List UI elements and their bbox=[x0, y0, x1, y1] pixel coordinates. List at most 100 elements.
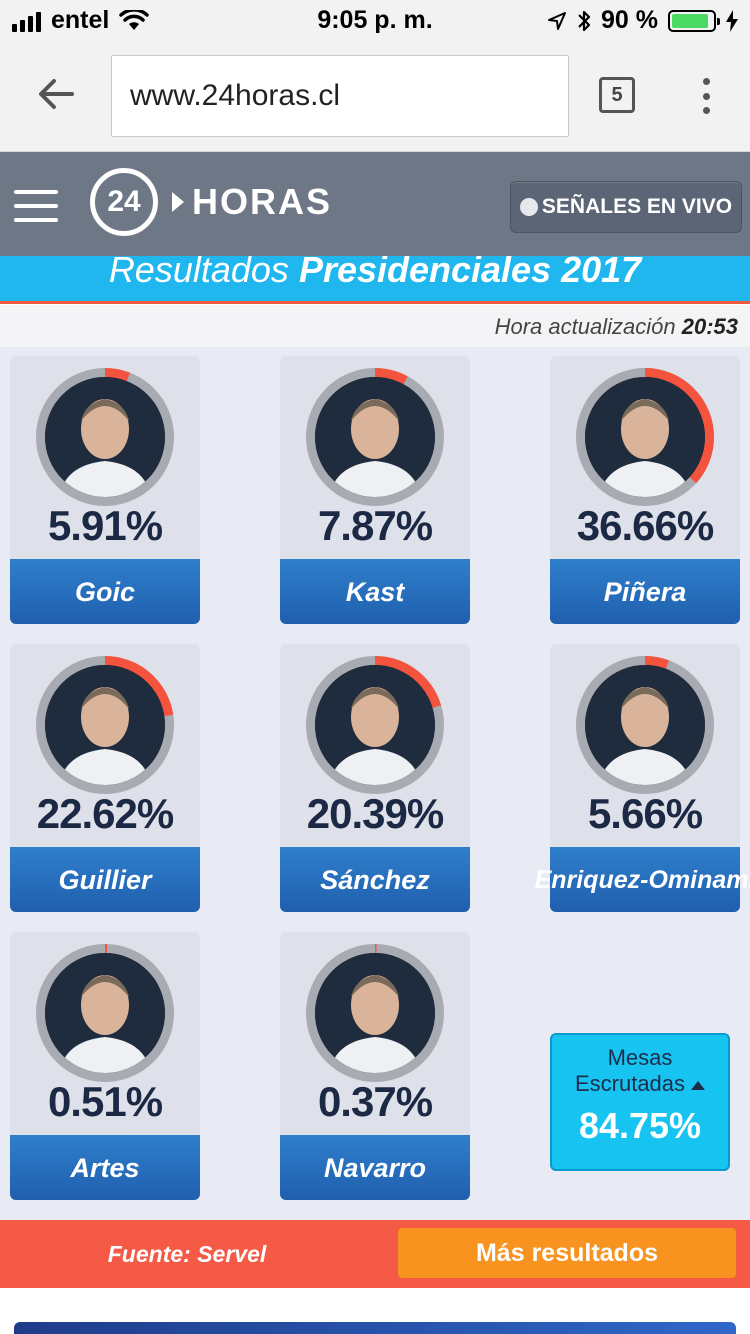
candidate-name: Sánchez bbox=[280, 847, 470, 912]
mesas-label: Mesas Escrutadas bbox=[552, 1045, 728, 1097]
results-grid: 5.91% Goic 7.87% Kast 36.66% Piñera 22.62% Guil… bbox=[0, 347, 750, 1220]
candidate-name: Artes bbox=[10, 1135, 200, 1200]
logo-text: HORAS bbox=[192, 181, 333, 222]
candidate-photo bbox=[45, 665, 165, 785]
battery-icon bbox=[668, 9, 720, 32]
overflow-menu-icon[interactable] bbox=[698, 78, 714, 114]
tab-switcher-button[interactable]: 5 bbox=[599, 77, 635, 113]
candidate-photo bbox=[585, 377, 705, 497]
candidate-card[interactable]: 5.91% Goic bbox=[10, 356, 200, 624]
url-text: www.24horas.cl bbox=[130, 79, 341, 112]
vote-ring-arc bbox=[36, 944, 174, 1082]
status-time: 9:05 p. m. bbox=[317, 6, 433, 34]
carrier-name: entel bbox=[51, 6, 110, 34]
candidate-card-body: 7.87% bbox=[280, 356, 470, 561]
candidate-percent: 5.66% bbox=[587, 790, 703, 837]
candidate-percent: 22.62% bbox=[36, 790, 174, 837]
vote-ring-chart bbox=[576, 656, 714, 794]
candidate-percent: 0.37% bbox=[317, 1078, 433, 1125]
vote-ring-chart bbox=[306, 368, 444, 506]
vote-ring-chart bbox=[36, 656, 174, 794]
candidate-name: Navarro bbox=[280, 1135, 470, 1200]
url-bar[interactable]: www.24horas.cl bbox=[111, 55, 569, 137]
vote-ring-chart bbox=[306, 944, 444, 1082]
candidate-card-body: 20.39% bbox=[280, 644, 470, 849]
banner-title-bold: Presidenciales 2017 bbox=[298, 256, 642, 290]
candidate-card[interactable]: 20.39% Sánchez bbox=[280, 644, 470, 912]
hamburger-menu-icon[interactable] bbox=[14, 190, 58, 222]
logo-number: 24 bbox=[90, 168, 158, 236]
vote-ring-chart bbox=[576, 368, 714, 506]
source-label: Fuente: Servel bbox=[107, 1241, 267, 1267]
candidate-card[interactable]: 5.66% Enriquez- Ominami bbox=[535, 644, 750, 912]
mesas-label-line2: Escrutadas bbox=[574, 1071, 686, 1096]
candidate-card-body: 0.37% bbox=[280, 932, 470, 1137]
candidate-percent: 7.87% bbox=[317, 502, 433, 549]
vote-ring-arc bbox=[306, 368, 444, 506]
candidate-name: Goic bbox=[10, 559, 200, 624]
results-banner: Resultados Presidenciales 2017 bbox=[0, 256, 750, 304]
vote-ring-chart bbox=[306, 656, 444, 794]
caret-up-icon bbox=[691, 1080, 706, 1090]
location-arrow-icon bbox=[548, 11, 567, 30]
candidate-card[interactable]: 0.37% Navarro bbox=[280, 932, 470, 1200]
back-arrow-icon[interactable] bbox=[34, 72, 78, 116]
banner-title: Resultados Presidenciales 2017 bbox=[0, 256, 750, 291]
vote-ring-arc bbox=[306, 656, 444, 794]
vote-ring-chart bbox=[36, 368, 174, 506]
signal-icon bbox=[12, 10, 41, 32]
bluetooth-icon bbox=[578, 10, 591, 31]
candidate-photo bbox=[585, 665, 705, 785]
candidate-photo bbox=[315, 665, 435, 785]
vote-ring-arc bbox=[576, 656, 714, 794]
candidate-photo bbox=[315, 953, 435, 1073]
logo-arrow-icon bbox=[172, 192, 184, 212]
status-bar: entel 9:05 p. m. 90 % bbox=[0, 0, 750, 42]
candidate-percent: 20.39% bbox=[306, 790, 444, 837]
mesas-label-line1: Mesas bbox=[607, 1045, 673, 1070]
candidate-photo bbox=[315, 377, 435, 497]
candidate-card-body: 5.66% bbox=[550, 644, 740, 849]
battery-percent: 90 % bbox=[601, 6, 658, 34]
mesas-value: 84.75% bbox=[578, 1105, 702, 1146]
candidate-name: Guillier bbox=[10, 847, 200, 912]
candidate-photo bbox=[45, 377, 165, 497]
update-label: Hora actualización bbox=[494, 314, 676, 339]
candidate-card-body: 0.51% bbox=[10, 932, 200, 1137]
candidate-name: Kast bbox=[280, 559, 470, 624]
vote-ring-arc bbox=[36, 656, 174, 794]
status-right: 90 % bbox=[547, 6, 738, 35]
live-signals-button[interactable]: SEÑALES EN VIVO bbox=[510, 181, 742, 233]
candidate-name: Piñera bbox=[550, 559, 740, 624]
status-left: entel bbox=[12, 6, 150, 35]
results-footer: Fuente: Servel Más resultados bbox=[0, 1220, 750, 1288]
banner-title-prefix: Resultados bbox=[108, 256, 289, 290]
candidate-percent: 36.66% bbox=[576, 502, 714, 549]
candidate-card[interactable]: 7.87% Kast bbox=[280, 356, 470, 624]
charging-bolt-icon bbox=[726, 9, 738, 32]
more-results-button[interactable]: Más resultados bbox=[398, 1228, 736, 1278]
candidate-name-line1: Enriquez- bbox=[534, 865, 649, 894]
vote-ring-arc bbox=[306, 944, 444, 1082]
update-time: Hora actualización 20:53 bbox=[0, 305, 750, 347]
candidate-card[interactable]: 0.51% Artes bbox=[10, 932, 200, 1200]
candidate-card[interactable]: 22.62% Guillier bbox=[10, 644, 200, 912]
candidate-card-body: 5.91% bbox=[10, 356, 200, 561]
next-section-strip bbox=[0, 1288, 750, 1334]
candidate-name-line2: Ominami bbox=[648, 865, 750, 894]
site-logo[interactable]: 24 HORAS bbox=[90, 166, 332, 238]
vote-ring-arc bbox=[36, 368, 174, 506]
candidate-card[interactable]: 36.66% Piñera bbox=[550, 356, 740, 624]
candidate-card-body: 22.62% bbox=[10, 644, 200, 849]
live-dot-icon bbox=[519, 198, 538, 216]
candidate-card-body: 36.66% bbox=[550, 356, 740, 561]
mesas-escrutadas-box[interactable]: Mesas Escrutadas 84.75% bbox=[550, 1033, 730, 1171]
live-signals-label: SEÑALES EN VIVO bbox=[541, 195, 733, 218]
vote-ring-arc bbox=[576, 368, 714, 506]
browser-toolbar: www.24horas.cl 5 bbox=[0, 42, 750, 152]
candidate-name: Enriquez- Ominami bbox=[535, 847, 750, 912]
candidate-percent: 0.51% bbox=[47, 1078, 163, 1125]
vote-ring-chart bbox=[36, 944, 174, 1082]
candidate-percent: 5.91% bbox=[47, 502, 163, 549]
update-time-value: 20:53 bbox=[681, 314, 738, 339]
